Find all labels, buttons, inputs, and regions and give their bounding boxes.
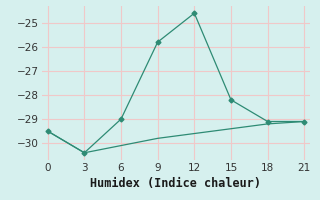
X-axis label: Humidex (Indice chaleur): Humidex (Indice chaleur) [91, 177, 261, 190]
